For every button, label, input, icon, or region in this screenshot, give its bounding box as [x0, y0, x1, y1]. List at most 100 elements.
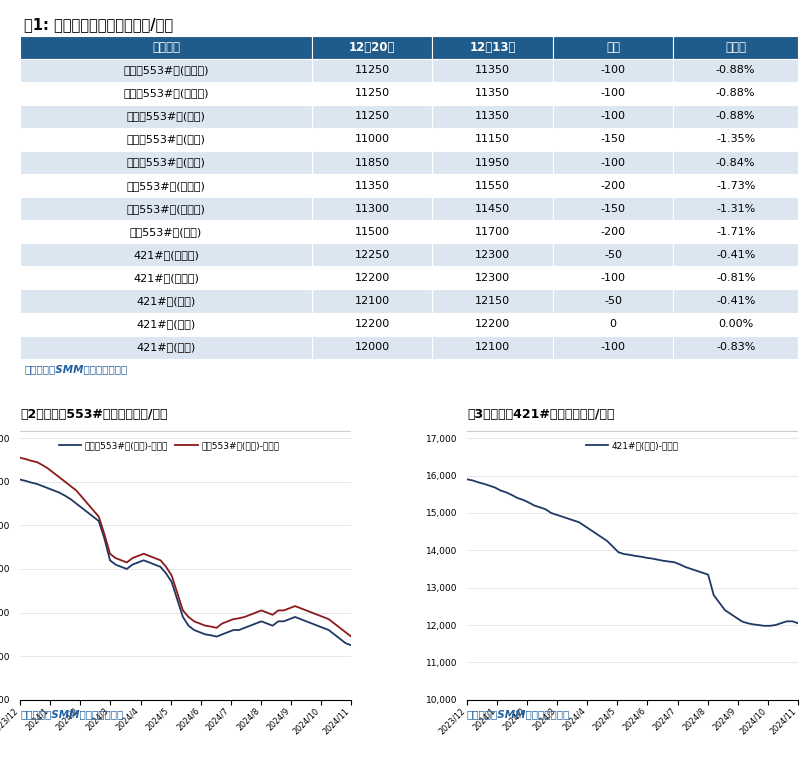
FancyBboxPatch shape	[553, 313, 673, 335]
Text: -200: -200	[600, 227, 626, 237]
通氧553#硅(华东)-平均价	[347, 632, 356, 641]
Text: 11700: 11700	[475, 227, 510, 237]
FancyBboxPatch shape	[673, 243, 798, 266]
FancyBboxPatch shape	[20, 151, 312, 174]
Text: 11950: 11950	[475, 157, 510, 167]
FancyBboxPatch shape	[673, 174, 798, 197]
Text: -0.88%: -0.88%	[716, 65, 756, 75]
Text: 不通氧553#硅(四川): 不通氧553#硅(四川)	[126, 135, 206, 145]
Text: 11000: 11000	[355, 135, 390, 145]
Text: 12300: 12300	[475, 273, 510, 283]
Text: 11850: 11850	[355, 157, 390, 167]
FancyBboxPatch shape	[20, 82, 312, 104]
不通氧553#硅(华东)-平均价	[223, 628, 232, 637]
421#硅(华东)-平均价	[518, 495, 528, 504]
Text: -0.84%: -0.84%	[716, 157, 756, 167]
FancyBboxPatch shape	[20, 243, 312, 266]
FancyBboxPatch shape	[312, 104, 433, 128]
Text: 421#硅(昆明): 421#硅(昆明)	[136, 296, 196, 306]
Text: 11350: 11350	[475, 89, 510, 98]
FancyBboxPatch shape	[673, 104, 798, 128]
FancyBboxPatch shape	[20, 220, 312, 243]
FancyBboxPatch shape	[312, 197, 433, 220]
FancyBboxPatch shape	[312, 128, 433, 151]
Text: 12月13日: 12月13日	[469, 41, 516, 54]
FancyBboxPatch shape	[312, 82, 433, 104]
Text: -150: -150	[601, 135, 625, 145]
Text: 421#硅(华东): 421#硅(华东)	[136, 342, 196, 352]
Text: 12100: 12100	[475, 342, 510, 352]
通氧553#硅(华东)-平均价	[122, 558, 132, 567]
Text: 421#硅(四川): 421#硅(四川)	[136, 319, 196, 329]
Text: 图2：工业硅553#价格走势（元/吨）: 图2：工业硅553#价格走势（元/吨）	[20, 408, 168, 421]
Text: 0.00%: 0.00%	[718, 319, 753, 329]
421#硅(华东)-平均价	[462, 475, 471, 484]
FancyBboxPatch shape	[553, 128, 673, 151]
FancyBboxPatch shape	[673, 313, 798, 335]
Line: 421#硅(华东)-平均价: 421#硅(华东)-平均价	[467, 479, 798, 626]
Text: 12000: 12000	[355, 342, 390, 352]
Text: -100: -100	[601, 89, 625, 98]
FancyBboxPatch shape	[312, 335, 433, 359]
Text: -1.31%: -1.31%	[716, 204, 755, 213]
FancyBboxPatch shape	[20, 197, 312, 220]
FancyBboxPatch shape	[312, 174, 433, 197]
FancyBboxPatch shape	[673, 220, 798, 243]
FancyBboxPatch shape	[20, 58, 312, 82]
FancyBboxPatch shape	[673, 82, 798, 104]
FancyBboxPatch shape	[20, 266, 312, 289]
Text: -1.71%: -1.71%	[716, 227, 756, 237]
FancyBboxPatch shape	[673, 151, 798, 174]
FancyBboxPatch shape	[673, 289, 798, 313]
Text: 不通氧553#硅(黄埔港): 不通氧553#硅(黄埔港)	[123, 65, 209, 75]
FancyBboxPatch shape	[433, 243, 553, 266]
FancyBboxPatch shape	[433, 174, 553, 197]
Text: 数据来源：SMM，中信建投期货: 数据来源：SMM，中信建投期货	[24, 364, 127, 374]
Text: 涨跌: 涨跌	[606, 41, 620, 54]
Text: 11250: 11250	[355, 65, 390, 75]
FancyBboxPatch shape	[433, 266, 553, 289]
FancyBboxPatch shape	[433, 58, 553, 82]
Text: -0.41%: -0.41%	[716, 296, 756, 306]
Text: 通氧553#硅(昆明): 通氧553#硅(昆明)	[130, 227, 202, 237]
Text: 12月20日: 12月20日	[349, 41, 395, 54]
Text: -0.88%: -0.88%	[716, 89, 756, 98]
Text: -150: -150	[601, 204, 625, 213]
Text: 11350: 11350	[475, 65, 510, 75]
通氧553#硅(华东)-平均价	[71, 486, 81, 495]
Text: -1.73%: -1.73%	[716, 181, 756, 191]
FancyBboxPatch shape	[312, 151, 433, 174]
Line: 通氧553#硅(华东)-平均价: 通氧553#硅(华东)-平均价	[20, 458, 352, 637]
不通氧553#硅(华东)-平均价	[111, 560, 121, 569]
421#硅(华东)-平均价	[759, 621, 769, 631]
Text: 11150: 11150	[475, 135, 510, 145]
FancyBboxPatch shape	[312, 313, 433, 335]
Text: -0.81%: -0.81%	[716, 273, 756, 283]
Text: -100: -100	[601, 273, 625, 283]
通氧553#硅(华东)-平均价	[223, 617, 232, 626]
Text: -100: -100	[601, 342, 625, 352]
FancyBboxPatch shape	[312, 266, 433, 289]
Text: -100: -100	[601, 65, 625, 75]
Text: 数据来源：SMM，中信建投期货: 数据来源：SMM，中信建投期货	[20, 709, 123, 719]
Text: 11350: 11350	[475, 111, 510, 121]
FancyBboxPatch shape	[433, 289, 553, 313]
不通氧553#硅(华东)-平均价	[71, 499, 81, 508]
Text: 0: 0	[610, 319, 616, 329]
421#硅(华东)-平均价	[546, 509, 556, 518]
FancyBboxPatch shape	[20, 104, 312, 128]
Text: 不通氧553#硅(昆明): 不通氧553#硅(昆明)	[126, 111, 206, 121]
Text: 涨跌幅: 涨跌幅	[725, 41, 746, 54]
Text: 12150: 12150	[475, 296, 510, 306]
Text: -1.35%: -1.35%	[716, 135, 755, 145]
FancyBboxPatch shape	[312, 243, 433, 266]
FancyBboxPatch shape	[433, 82, 553, 104]
Legend: 不通氧553#硅(华东)-平均价, 通氧553#硅(华东)-平均价: 不通氧553#硅(华东)-平均价, 通氧553#硅(华东)-平均价	[55, 438, 284, 453]
Text: 421#硅(天津港): 421#硅(天津港)	[133, 273, 199, 283]
通氧553#硅(华东)-平均价	[15, 453, 25, 463]
Text: 11350: 11350	[355, 181, 390, 191]
FancyBboxPatch shape	[20, 313, 312, 335]
不通氧553#硅(华东)-平均价	[100, 534, 109, 543]
FancyBboxPatch shape	[553, 104, 673, 128]
不通氧553#硅(华东)-平均价	[127, 560, 137, 569]
